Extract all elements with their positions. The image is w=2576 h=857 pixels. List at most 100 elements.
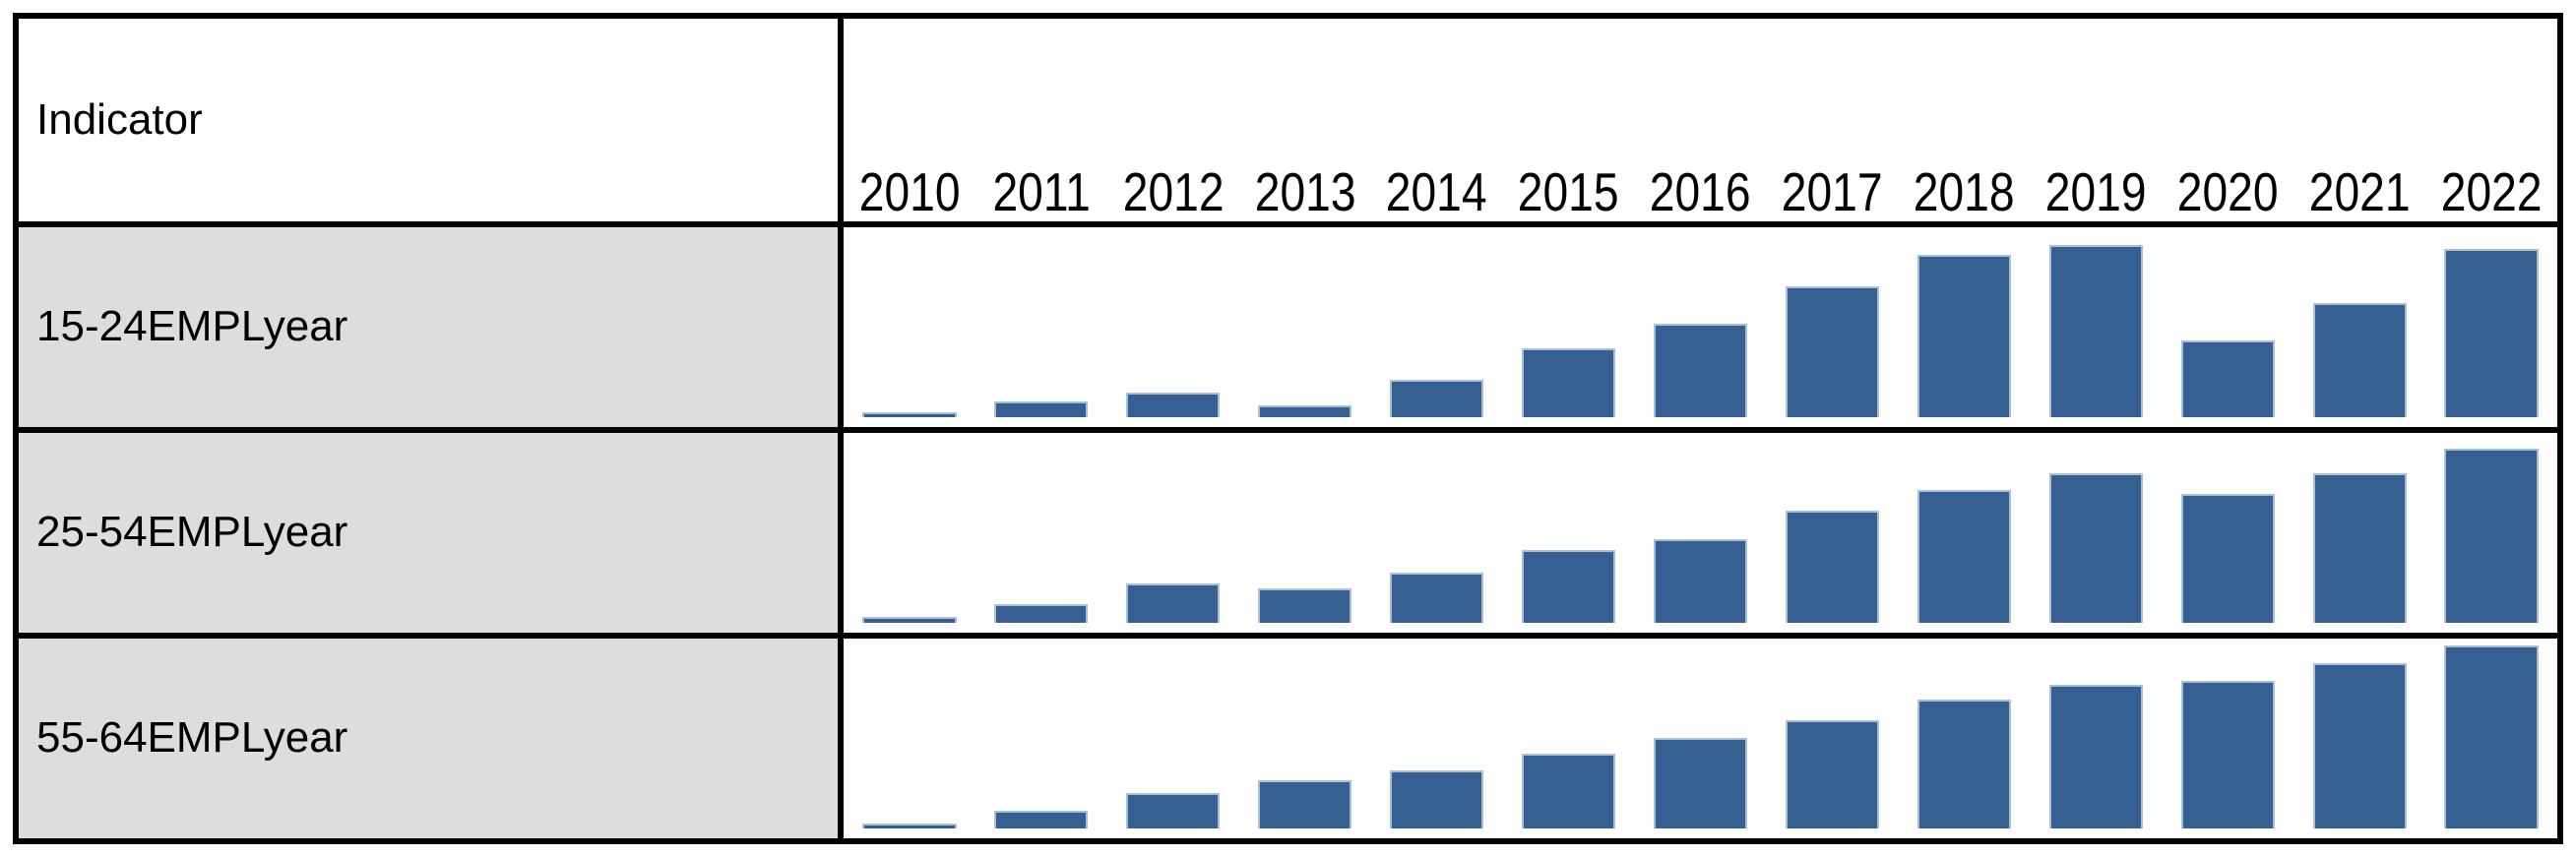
bar-column [1107, 230, 1239, 417]
table-row: 25-54EMPLyear [19, 427, 2557, 633]
year-axis: 2010 2011 2012 2013 2014 2015 2016 2017 2018 2019… [844, 19, 2557, 221]
header-row: Indicator 2010 2011 2012 2013 2014 2015 2016 20… [19, 19, 2557, 221]
year-label: 2014 [1386, 160, 1488, 222]
bar-column [2162, 230, 2293, 417]
bar [1916, 699, 2011, 828]
year-column: 2011 [975, 19, 1107, 219]
bar-column [1371, 230, 1503, 417]
bar-column [2293, 230, 2425, 417]
bar-column [1766, 230, 1898, 417]
row-label-55-64: 55-64EMPLyear [36, 713, 348, 763]
year-column: 2016 [1635, 19, 1767, 219]
bar [2048, 245, 2143, 417]
bar [2444, 449, 2539, 623]
bar [1522, 754, 1616, 828]
bar [1258, 404, 1352, 417]
year-column: 2010 [844, 19, 975, 219]
bar [2312, 473, 2407, 623]
year-label: 2017 [1782, 160, 1883, 222]
year-label: 2011 [992, 160, 1091, 222]
sparkline-15-24 [844, 227, 2557, 427]
row-label-15-24: 15-24EMPLyear [36, 302, 348, 351]
year-label: 2013 [1254, 160, 1356, 222]
year-label: 2010 [858, 160, 961, 222]
bar-column [1239, 436, 1371, 623]
bar [994, 604, 1089, 623]
bar-column [1898, 642, 2030, 828]
year-label: 2019 [2044, 160, 2147, 222]
bar-column [1503, 642, 1635, 828]
bar-column [1239, 230, 1371, 417]
bar [2180, 493, 2275, 623]
year-column: 2022 [2425, 19, 2557, 219]
row-label-cell: 15-24EMPLyear [19, 227, 844, 427]
bar-column [1107, 436, 1239, 623]
bar [1785, 286, 1879, 417]
bar [1390, 572, 1484, 623]
table-row: 55-64EMPLyear [19, 633, 2557, 838]
year-column: 2012 [1107, 19, 1239, 219]
bar-column [2162, 642, 2293, 828]
bar-column [2293, 436, 2425, 623]
year-label: 2020 [2176, 160, 2279, 222]
bar [2048, 473, 2143, 623]
bar [862, 412, 957, 417]
bar-column [844, 436, 975, 623]
bar [1785, 511, 1879, 623]
bar-column [1107, 642, 1239, 828]
bar-column [1503, 230, 1635, 417]
bar [1522, 347, 1616, 417]
year-column: 2017 [1766, 19, 1898, 219]
year-column: 2021 [2293, 19, 2425, 219]
bar-column [2293, 642, 2425, 828]
bar [2312, 662, 2407, 828]
year-column: 2013 [1239, 19, 1371, 219]
bar [1916, 254, 2011, 417]
year-column: 2020 [2162, 19, 2293, 219]
year-label: 2022 [2440, 160, 2543, 222]
bar [2444, 644, 2539, 828]
bar-column [1766, 436, 1898, 623]
indicator-table: Indicator 2010 2011 2012 2013 2014 2015 2016 20… [13, 13, 2563, 844]
year-label: 2016 [1650, 160, 1751, 222]
bar-column [1371, 436, 1503, 623]
bar-column [975, 642, 1107, 828]
bar [1785, 719, 1879, 828]
row-label-cell: 25-54EMPLyear [19, 433, 844, 633]
bar [1653, 538, 1748, 623]
bar-column [975, 230, 1107, 417]
bar [1653, 737, 1748, 828]
bar [1126, 393, 1221, 417]
bar-column [1898, 436, 2030, 623]
bar [1126, 792, 1221, 828]
bar-column [2425, 436, 2557, 623]
year-column: 2019 [2030, 19, 2162, 219]
sparkline-55-64 [844, 639, 2557, 838]
bar [1916, 490, 2011, 623]
bar-column [1898, 230, 2030, 417]
year-column: 2015 [1503, 19, 1635, 219]
year-label: 2021 [2308, 160, 2411, 222]
bar [2180, 340, 2275, 417]
bar-column [1503, 436, 1635, 623]
year-label: 2018 [1913, 160, 2015, 222]
bar [1390, 770, 1484, 828]
bar [2180, 680, 2275, 828]
bar-column [2030, 230, 2162, 417]
bar-column [975, 436, 1107, 623]
bar [994, 400, 1089, 417]
bar [1522, 549, 1616, 623]
bar [862, 617, 957, 623]
bar [2312, 303, 2407, 417]
bar-column [1635, 436, 1767, 623]
bar [2048, 684, 2143, 828]
bar [1126, 583, 1221, 623]
bar-column [2030, 642, 2162, 828]
bar-column [1371, 642, 1503, 828]
indicator-header-label: Indicator [36, 94, 203, 144]
bar [862, 824, 957, 828]
bar-column [1239, 642, 1371, 828]
row-label-25-54: 25-54EMPLyear [36, 508, 348, 557]
indicator-header-cell: Indicator [19, 19, 844, 221]
